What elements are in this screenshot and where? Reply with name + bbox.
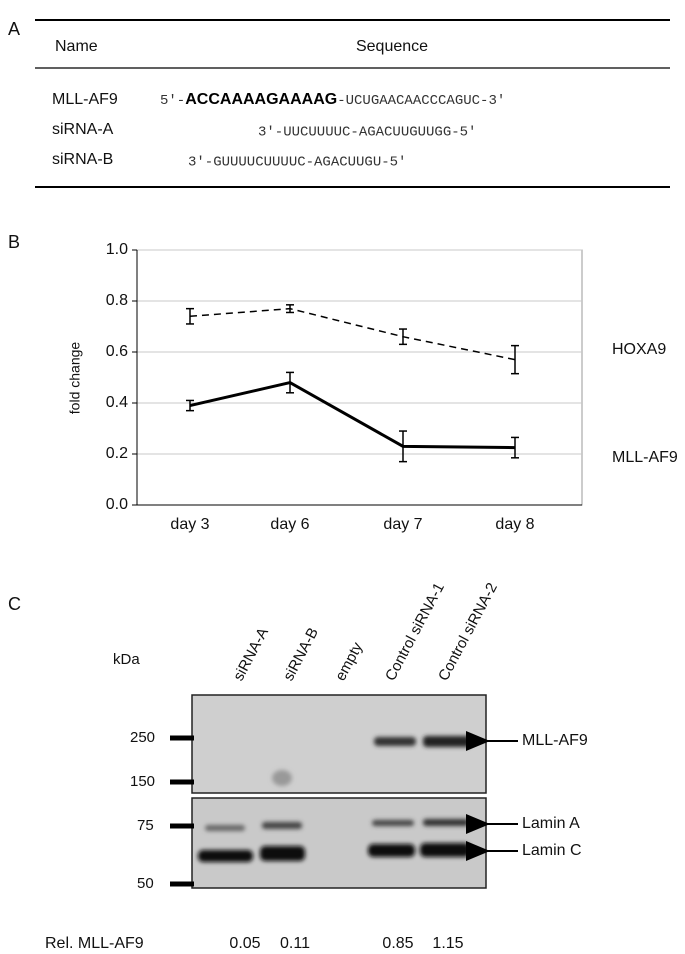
y-tick-label: 0.4 (106, 394, 128, 411)
band (272, 770, 292, 786)
marker-label: 75 (137, 817, 154, 834)
quant-value: 0.05 (229, 935, 260, 952)
band (423, 736, 471, 747)
x-tick-label: day 7 (383, 516, 422, 533)
x-tick-label: day 8 (495, 516, 534, 533)
error-bar (511, 344, 519, 375)
panel-label: C (8, 594, 21, 614)
marker-label: 250 (130, 729, 155, 746)
y-tick-label: 1.0 (106, 241, 128, 258)
marker-label: 150 (130, 773, 155, 790)
band (205, 825, 245, 831)
y-tick-label: 0.8 (106, 292, 128, 309)
row-name: siRNA-B (52, 151, 113, 168)
error-bar (399, 328, 407, 346)
band (262, 822, 302, 829)
sequence: 3′-GUUUUCUUUUC-AGACUUGU-5′ (188, 155, 406, 171)
band (372, 820, 414, 826)
marker-label: 50 (137, 875, 154, 892)
series-line (189, 307, 516, 361)
series-label: HOXA9 (612, 341, 666, 358)
y-tick-label: 0.6 (106, 343, 128, 360)
y-axis-label: fold change (67, 342, 83, 415)
band (420, 843, 470, 857)
error-bar (286, 304, 294, 314)
lane-label: siRNA-B (280, 625, 322, 684)
error-bar (399, 430, 407, 463)
band-label: Lamin A (522, 815, 580, 832)
bands (198, 736, 471, 862)
row-name: siRNA-A (52, 121, 114, 138)
sequence: 5′-ACCAAAAGAAAAG-UCUGAACAACCCAGUC-3′ (160, 91, 505, 108)
panel-label: B (8, 232, 20, 252)
header: Name (55, 38, 98, 55)
band (374, 737, 416, 746)
seq-part: -UCUGAACAACCCAGUC-3′ (337, 93, 505, 109)
series-line (189, 381, 516, 450)
quant-value: 0.11 (280, 935, 310, 952)
seq-part: 5′- (160, 93, 185, 109)
series-label: MLL-AF9 (612, 449, 678, 466)
error-bar (511, 436, 519, 459)
row-name: MLL-AF9 (52, 91, 118, 108)
error-bar (286, 371, 294, 394)
x-tick-label: day 3 (170, 516, 209, 533)
y-tick-label: 0.2 (106, 445, 128, 462)
marker-ticks (170, 735, 194, 887)
band (368, 844, 415, 857)
panel-label: A (8, 19, 20, 39)
header: Sequence (356, 38, 428, 55)
line-chart: 0.0 0.2 0.4 0.6 0.8 1.0 day 3 day 6 day 7 day 8 HO… (106, 241, 678, 533)
error-bar (186, 399, 194, 412)
lane-label: Control siRNA-2 (435, 580, 501, 684)
y-tick-label: 0.0 (106, 496, 128, 513)
quant-label: Rel. MLL-AF9 (45, 935, 144, 952)
band-label: Lamin C (522, 842, 582, 859)
band (423, 819, 469, 826)
band-label: MLL-AF9 (522, 732, 588, 749)
arrows (466, 731, 518, 861)
lane-label: empty (332, 639, 366, 683)
seq-part: ACCAAAAGAAAAG (185, 91, 337, 108)
quant-values: 0.05 0.11 0.85 1.15 (229, 935, 463, 952)
band (198, 850, 253, 862)
quant-value: 1.15 (432, 935, 463, 952)
sequence: 3′-UUCUUUUC-AGACUUGUUGG-5′ (258, 125, 476, 141)
x-tick-label: day 6 (270, 516, 309, 533)
lane-label: siRNA-A (230, 625, 272, 684)
unit-label: kDa (113, 651, 140, 668)
quant-value: 0.85 (382, 935, 413, 952)
error-bar (186, 307, 194, 325)
band (260, 846, 305, 861)
plot-frame (136, 249, 583, 506)
